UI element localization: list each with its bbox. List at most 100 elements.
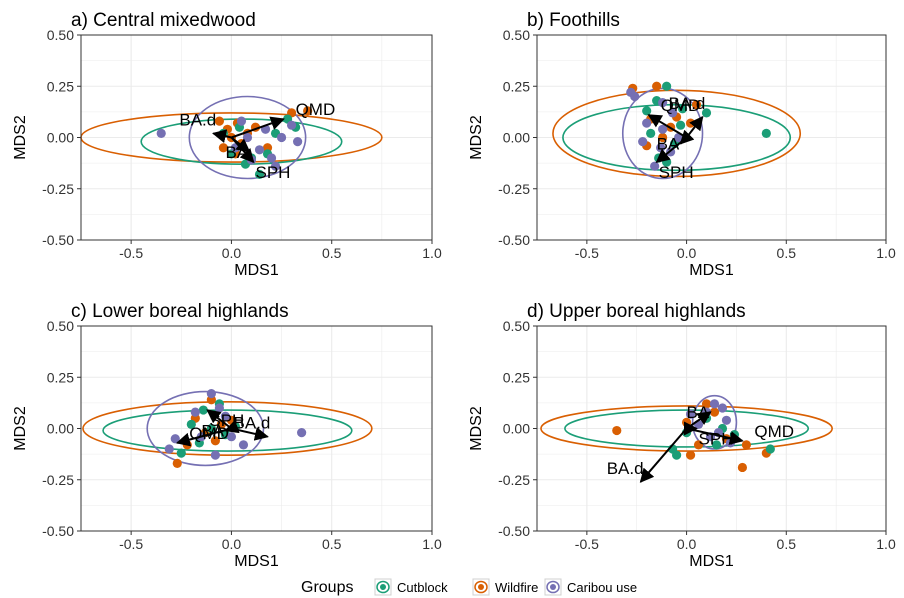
vector-label: QMD <box>661 96 701 115</box>
x-tick-label: -0.5 <box>575 245 599 261</box>
x-tick-label: 0.0 <box>677 536 697 552</box>
vector-label: QMD <box>189 424 229 443</box>
x-tick-label: -0.5 <box>119 536 143 552</box>
data-point-caribou <box>297 428 307 438</box>
y-tick-label: 0.50 <box>47 27 74 43</box>
legend-key-point <box>380 584 386 590</box>
data-point-cutblock <box>176 448 186 458</box>
x-tick-label: 0.5 <box>322 536 342 552</box>
y-tick-label: 0.00 <box>47 130 74 146</box>
data-point-caribou <box>266 153 277 163</box>
vector-label: BA.d <box>607 459 644 478</box>
panel-4: BA SPH QMD BA.d -0.5 0.0 0.5 1.0 -0.50 -0.25 0.00 0… <box>468 301 896 570</box>
legend-label: Wildfire <box>495 580 538 595</box>
data-point-cutblock <box>677 104 688 114</box>
data-point-caribou <box>685 409 696 419</box>
legend-item-wildfire: Wildfire <box>472 578 538 596</box>
ellipse-caribou <box>188 95 307 180</box>
data-point-wildfire <box>737 462 748 473</box>
x-tick-label: 1.0 <box>422 536 442 552</box>
y-tick-label: 0.00 <box>503 421 530 437</box>
y-axis-label: MDS2 <box>468 115 485 160</box>
y-tick-label: 0.00 <box>503 130 530 146</box>
legend-label: Cutblock <box>397 580 448 595</box>
panel-title: d) Upper boreal highlands <box>527 301 746 322</box>
ellipse-wildfire <box>540 405 833 452</box>
data-point-caribou <box>206 389 216 399</box>
x-tick-label: 0.0 <box>222 536 242 552</box>
legend-label: Caribou use <box>567 580 637 595</box>
data-point-cutblock <box>186 419 196 429</box>
legend-key-ellipse <box>546 580 560 594</box>
ellipse-cutblock <box>102 409 353 452</box>
data-point-caribou <box>638 137 648 147</box>
legend: Groups Cutblock Wildfire Caribou use <box>301 578 637 596</box>
vector-arrow <box>231 427 269 441</box>
y-tick-label: 0.50 <box>503 27 530 43</box>
data-point-wildfire <box>218 143 229 153</box>
vector-label: SPH <box>255 163 290 182</box>
y-tick-label: -0.25 <box>498 472 530 488</box>
data-point-cutblock <box>701 108 712 118</box>
data-point-caribou <box>658 98 668 108</box>
vector-label: BA <box>687 403 710 422</box>
y-tick-label: 0.25 <box>47 78 74 94</box>
data-point-cutblock <box>662 81 672 91</box>
data-point-caribou <box>238 440 249 450</box>
vector-label: QMD <box>754 422 794 441</box>
data-point-wildfire <box>612 425 622 436</box>
data-point-cutblock <box>642 106 652 116</box>
y-tick-label: -0.25 <box>42 472 74 488</box>
vector-label: SPH <box>699 430 734 449</box>
data-point-caribou <box>276 132 287 143</box>
x-tick-label: 0.5 <box>322 245 342 261</box>
y-axis-label: MDS2 <box>468 406 485 451</box>
y-tick-label: -0.50 <box>498 232 530 248</box>
data-point-wildfire <box>303 106 313 116</box>
data-point-cutblock <box>675 120 686 130</box>
data-point-wildfire <box>210 436 220 446</box>
data-point-caribou <box>668 108 678 118</box>
y-tick-label: 0.50 <box>503 318 530 334</box>
y-tick-label: 0.25 <box>503 78 530 94</box>
data-point-caribou <box>650 161 660 171</box>
vector-arrow <box>230 136 255 164</box>
y-tick-label: -0.25 <box>498 181 530 197</box>
legend-key-point <box>550 584 556 590</box>
vector-arrow <box>639 427 688 483</box>
data-point-cutblock <box>646 128 656 138</box>
data-point-caribou <box>210 450 220 460</box>
data-point-wildfire <box>685 118 696 128</box>
x-axis-label: MDS1 <box>234 262 279 279</box>
data-point-wildfire <box>172 458 182 468</box>
y-tick-label: 0.50 <box>47 318 74 334</box>
data-point-wildfire <box>741 440 752 450</box>
y-tick-label: 0.25 <box>47 369 74 385</box>
panel-title: c) Lower boreal highlands <box>71 301 289 322</box>
data-point-cutblock <box>765 444 775 454</box>
data-point-caribou <box>236 116 247 126</box>
panel-title: a) Central mixedwood <box>71 10 256 31</box>
panel-title: b) Foothills <box>527 10 620 31</box>
data-point-caribou <box>270 161 281 171</box>
x-axis-label: MDS1 <box>689 553 734 570</box>
ellipse-cutblock <box>564 409 810 448</box>
vector-arrow <box>655 136 688 163</box>
x-tick-label: 1.0 <box>876 536 896 552</box>
data-point-cutblock <box>254 169 265 179</box>
legend-item-cutblock: Cutblock <box>374 578 448 596</box>
data-point-wildfire <box>693 440 704 450</box>
y-tick-label: 0.00 <box>47 421 74 437</box>
vector-arrow <box>212 129 232 144</box>
x-tick-label: 1.0 <box>422 245 442 261</box>
data-point-cutblock <box>761 128 771 138</box>
data-point-wildfire <box>652 81 662 91</box>
y-axis-label: MDS2 <box>12 406 29 451</box>
x-tick-label: 0.5 <box>777 536 797 552</box>
data-point-caribou <box>254 145 265 155</box>
x-tick-label: -0.5 <box>119 245 143 261</box>
vector-label: BA <box>657 135 680 154</box>
